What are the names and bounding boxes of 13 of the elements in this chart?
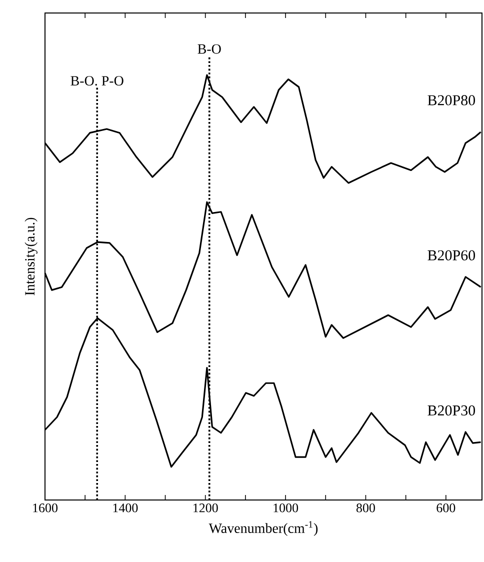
series-label: B20P80 [428,95,476,106]
ref-line-label: B-O. P-O [70,76,124,86]
x-tick-label: 800 [356,504,375,512]
series-label: B20P30 [428,405,476,416]
x-tick-label: 600 [436,504,456,512]
y-axis-title: Intensity(a.u.) [24,218,38,296]
x-axis-title: Wavenumber(cm$^{-1}$) [208,521,318,536]
x-tick-label: 1600 [33,504,58,512]
x-tick-label: 1200 [194,504,218,512]
x-tick-label: 1000 [274,504,298,512]
series-label: B20P60 [428,250,476,260]
x-tick-label: 1400 [113,504,138,512]
ref-line-label: B-O [198,44,221,54]
